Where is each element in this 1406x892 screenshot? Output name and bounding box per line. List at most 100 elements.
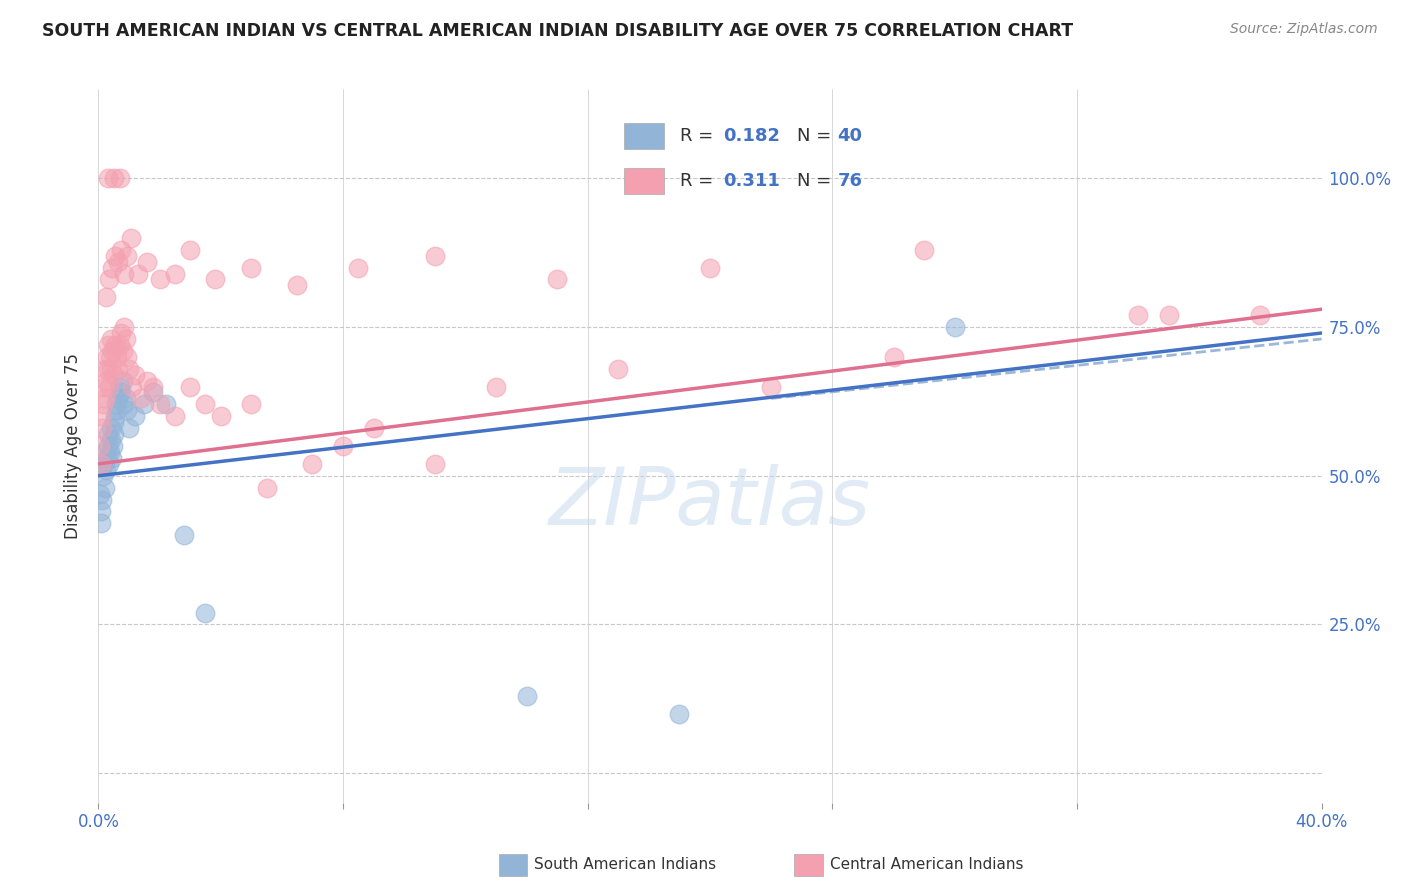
- Point: [89, 486, 111, 500]
- Point: [96, 450, 118, 465]
- Point: [115, 332, 138, 346]
- Point: [761, 379, 783, 393]
- Point: [194, 397, 217, 411]
- Point: [173, 528, 195, 542]
- Point: [546, 272, 568, 286]
- Point: [142, 385, 165, 400]
- Text: R =: R =: [679, 127, 718, 145]
- Point: [124, 368, 146, 382]
- Point: [110, 326, 132, 340]
- Point: [105, 350, 128, 364]
- Point: [93, 379, 115, 393]
- Point: [108, 379, 131, 393]
- Point: [105, 403, 128, 417]
- Text: Source: ZipAtlas.com: Source: ZipAtlas.com: [1230, 22, 1378, 37]
- Point: [93, 445, 115, 459]
- Point: [90, 516, 112, 531]
- Point: [124, 409, 146, 424]
- Text: South American Indians: South American Indians: [534, 857, 717, 871]
- Point: [100, 421, 122, 435]
- Point: [912, 243, 935, 257]
- Point: [883, 350, 905, 364]
- Point: [111, 374, 134, 388]
- Point: [423, 457, 446, 471]
- Point: [103, 171, 125, 186]
- Point: [1250, 308, 1272, 322]
- Point: [118, 421, 141, 435]
- Point: [110, 243, 132, 257]
- Point: [149, 397, 172, 411]
- Point: [107, 254, 129, 268]
- Point: [97, 439, 120, 453]
- Text: ZIPatlas: ZIPatlas: [548, 464, 872, 542]
- Point: [485, 379, 508, 393]
- Point: [285, 278, 308, 293]
- Point: [121, 379, 143, 393]
- Point: [101, 450, 124, 465]
- Point: [97, 338, 120, 352]
- Point: [112, 397, 135, 411]
- Point: [110, 385, 132, 400]
- Y-axis label: Disability Age Over 75: Disability Age Over 75: [65, 353, 83, 539]
- Point: [107, 392, 129, 406]
- Point: [98, 457, 121, 471]
- Point: [107, 361, 129, 376]
- Point: [134, 397, 156, 411]
- Point: [98, 272, 121, 286]
- Point: [100, 433, 122, 447]
- Point: [363, 421, 385, 435]
- FancyBboxPatch shape: [624, 168, 664, 194]
- Point: [101, 439, 124, 453]
- Point: [240, 260, 263, 275]
- Point: [607, 361, 630, 376]
- Point: [103, 427, 125, 442]
- Point: [91, 397, 114, 411]
- Point: [120, 231, 142, 245]
- Point: [91, 468, 114, 483]
- Point: [94, 463, 117, 477]
- Point: [104, 338, 127, 352]
- Point: [149, 272, 172, 286]
- Point: [423, 249, 446, 263]
- Point: [204, 272, 226, 286]
- Point: [101, 260, 124, 275]
- Point: [163, 409, 186, 424]
- Point: [108, 171, 131, 186]
- FancyBboxPatch shape: [624, 123, 664, 149]
- Point: [112, 320, 135, 334]
- Point: [100, 332, 122, 346]
- Point: [142, 379, 165, 393]
- Point: [111, 343, 134, 358]
- Point: [90, 504, 112, 518]
- Point: [301, 457, 323, 471]
- Point: [127, 267, 149, 281]
- Point: [90, 457, 112, 471]
- Text: 0.182: 0.182: [723, 127, 780, 145]
- Point: [1157, 308, 1180, 322]
- Point: [129, 392, 152, 406]
- Point: [117, 249, 139, 263]
- Point: [136, 254, 159, 268]
- Point: [104, 249, 127, 263]
- Point: [100, 361, 122, 376]
- Point: [103, 415, 125, 429]
- Point: [98, 350, 121, 364]
- Text: SOUTH AMERICAN INDIAN VS CENTRAL AMERICAN INDIAN DISABILITY AGE OVER 75 CORRELAT: SOUTH AMERICAN INDIAN VS CENTRAL AMERICA…: [42, 22, 1073, 40]
- Point: [118, 361, 141, 376]
- Point: [668, 706, 690, 721]
- Point: [155, 397, 177, 411]
- Point: [93, 457, 115, 471]
- Point: [93, 361, 115, 376]
- Text: Central American Indians: Central American Indians: [830, 857, 1024, 871]
- Point: [94, 481, 117, 495]
- Point: [97, 171, 120, 186]
- Point: [104, 409, 127, 424]
- Text: N =: N =: [797, 172, 837, 190]
- Point: [98, 379, 121, 393]
- Point: [1128, 308, 1150, 322]
- Text: 0.311: 0.311: [723, 172, 780, 190]
- Point: [117, 403, 139, 417]
- Text: 76: 76: [838, 172, 862, 190]
- Point: [179, 243, 201, 257]
- Point: [103, 368, 125, 382]
